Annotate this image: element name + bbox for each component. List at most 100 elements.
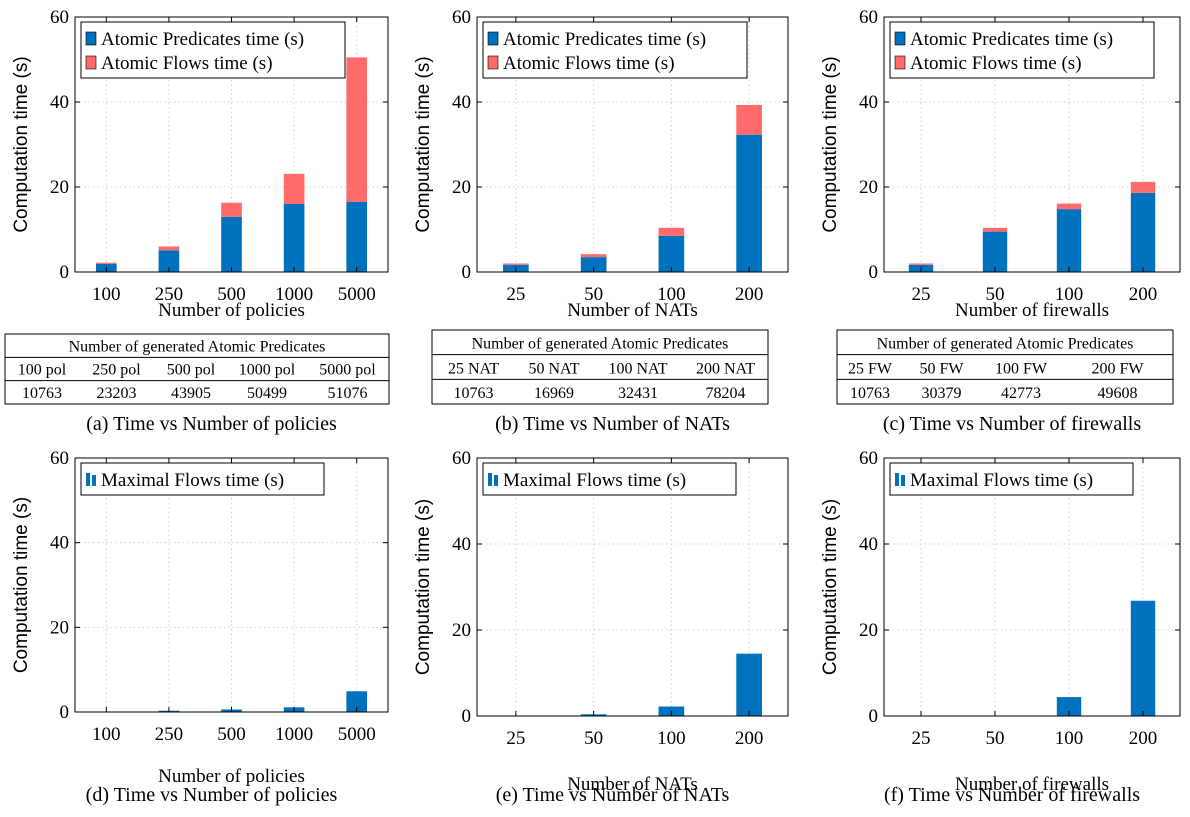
bar-a-s0-1000	[283, 204, 305, 272]
legend-e: Maximal Flows time (s)	[482, 462, 737, 496]
y-axis-label: Computation time (s)	[820, 56, 841, 232]
legend-swatch	[894, 55, 906, 70]
x-tick-label: 25	[912, 284, 931, 305]
y-axis-label: Computation time (s)	[11, 56, 32, 232]
plot-frame-c	[883, 16, 1181, 273]
y-tick-label: 60	[50, 7, 69, 28]
y-tick-label: 0	[462, 262, 472, 283]
table-cell: 42773	[1001, 385, 1041, 402]
bar-b-s0-200	[736, 134, 762, 272]
x-tick-label: 200	[735, 284, 764, 305]
table-cell: 49608	[1098, 385, 1138, 402]
y-tick-label: 60	[452, 448, 471, 469]
y-tick-label: 40	[50, 92, 69, 113]
bar-b-s1-25	[503, 263, 529, 265]
x-tick-label: 200	[735, 728, 764, 749]
table-title: Number of generated Atomic Predicates	[69, 338, 326, 355]
bar-a-s0-5000	[346, 201, 368, 272]
chart-panel-d: 0 20 40 60 100 250 500 1000 5000 Number of polici…	[11, 448, 389, 806]
table-c: Number of generated Atomic Predicates 25 …	[836, 329, 1174, 405]
table-header: 250 pol	[92, 362, 141, 379]
table-header: 25 NAT	[448, 360, 499, 377]
table-header: 25 FW	[848, 360, 893, 377]
bar-c-s1-50	[982, 227, 1008, 232]
legend-label: Atomic Predicates time (s)	[910, 29, 1113, 50]
bar-e-s0-200	[736, 653, 762, 716]
table-cell: 16969	[534, 385, 574, 402]
legend-box	[80, 21, 346, 79]
table-cell: 10763	[22, 385, 62, 402]
y-tick-label: 20	[859, 620, 878, 641]
caption-f: (f) Time vs Number of firewalls	[884, 784, 1140, 806]
bar-a-s1-100	[95, 262, 117, 264]
legend-label: Atomic Flows time (s)	[910, 53, 1082, 74]
bar-a-s1-1000	[283, 173, 305, 204]
legend-box	[889, 21, 1155, 79]
legend-box	[80, 462, 325, 496]
x-tick-label: 50	[986, 284, 1005, 305]
y-tick-label: 40	[859, 534, 878, 555]
table-a: Number of generated Atomic Predicates100…	[4, 333, 390, 405]
bar-d-s0-5000	[346, 691, 368, 712]
y-axis-label: Computation time (s)	[413, 499, 434, 675]
legend-swatch	[487, 55, 499, 70]
x-tick-label: 50	[986, 728, 1005, 749]
legend-swatch	[85, 55, 97, 70]
table-header: 100 NAT	[608, 360, 667, 377]
table-b: Number of generated Atomic Predicates 25 …	[431, 329, 769, 405]
legend-label: Maximal Flows time (s)	[101, 470, 284, 491]
table-header: 5000 pol	[319, 362, 376, 379]
x-tick-label: 25	[506, 728, 525, 749]
y-tick-label: 60	[50, 448, 69, 469]
table-frame	[4, 333, 390, 405]
chart-panel-b: 0 20 40 60 25 50 100 200 Number of NATs Computati…	[413, 7, 789, 435]
table-header: 500 pol	[167, 362, 216, 379]
y-tick-label: 0	[60, 702, 70, 723]
legend-label: Maximal Flows time (s)	[910, 470, 1093, 491]
table-frame	[836, 329, 1174, 405]
bar-a-s0-500	[221, 216, 242, 272]
table-title: Number of generated Atomic Predicates	[472, 336, 729, 353]
bar-a-s0-250	[158, 250, 180, 272]
y-tick-label: 20	[50, 177, 69, 198]
x-tick-label: 250	[155, 284, 184, 305]
legend-b: Atomic Predicates time (s) Atomic Flows t…	[482, 21, 748, 79]
table-cell: 78204	[706, 385, 746, 402]
caption-b: (b) Time vs Number of NATs	[495, 413, 730, 435]
y-tick-label: 0	[60, 262, 70, 283]
y-tick-label: 60	[452, 7, 471, 28]
x-axis-label: Number of NATs	[567, 774, 698, 795]
bar-b-s1-50	[580, 254, 607, 258]
table-header: 50 NAT	[528, 360, 579, 377]
table-header: 200 FW	[1092, 360, 1145, 377]
bar-b-s0-50	[580, 257, 607, 272]
bar-a-s1-5000	[346, 57, 368, 202]
table-cell: 23203	[97, 385, 137, 402]
y-tick-label: 0	[869, 262, 879, 283]
x-tick-label: 100	[657, 728, 686, 749]
x-tick-label: 100	[657, 284, 686, 305]
legend-label: Atomic Flows time (s)	[101, 53, 273, 74]
legend-d: Maximal Flows time (s)	[80, 462, 325, 496]
chart-panel-a: 0 20 40 60 100 250 500 1000 5000 Number of polici…	[4, 7, 390, 435]
x-axis-label: Number of firewalls	[955, 774, 1109, 795]
legend-swatch	[494, 475, 498, 486]
x-tick-label: 1000	[275, 284, 313, 305]
plot-frame-b	[476, 16, 789, 273]
legend-swatch	[487, 31, 499, 46]
legend-swatch	[86, 473, 90, 486]
x-tick-label: 25	[912, 728, 931, 749]
caption-a: (a) Time vs Number of policies	[86, 413, 337, 435]
table-header: 100 pol	[18, 362, 67, 379]
legend-box	[482, 462, 737, 496]
y-tick-label: 60	[859, 448, 878, 469]
table-title: Number of generated Atomic Predicates	[877, 336, 1134, 353]
bar-b-s1-100	[658, 227, 685, 236]
bar-c-s1-100	[1056, 203, 1082, 210]
x-tick-label: 100	[1055, 284, 1084, 305]
y-tick-label: 60	[859, 7, 878, 28]
legend-swatch	[901, 475, 905, 486]
x-tick-label: 100	[1055, 728, 1084, 749]
y-tick-label: 0	[869, 706, 879, 727]
